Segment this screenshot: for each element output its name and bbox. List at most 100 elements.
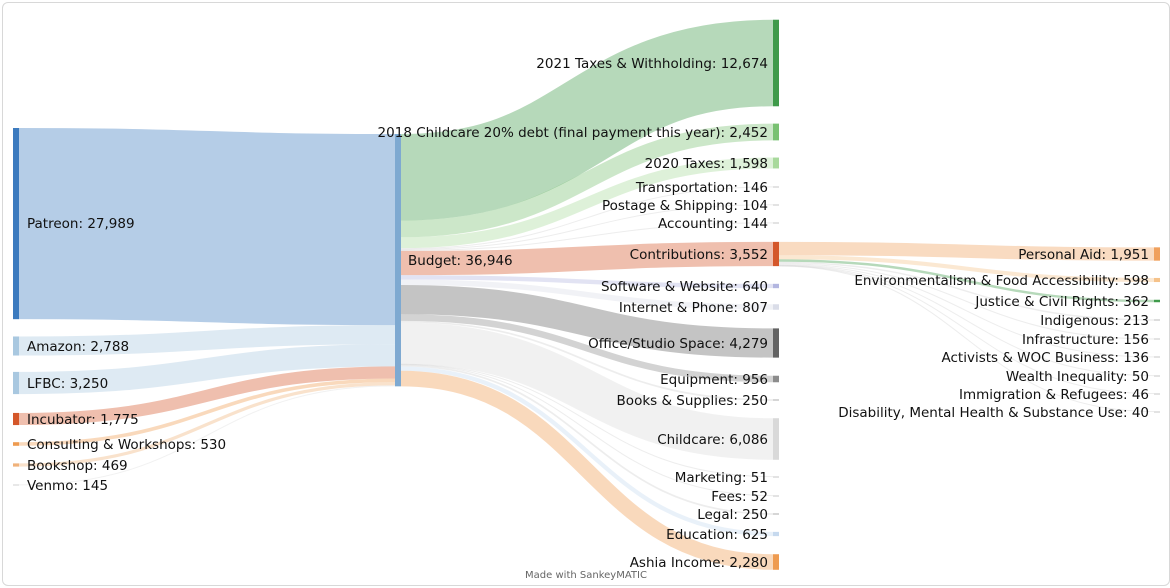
node-software <box>773 283 779 289</box>
node-infrastructure <box>1154 338 1160 340</box>
link-budget-education <box>400 366 774 537</box>
label-bookshop: Bookshop: 469 <box>27 458 128 474</box>
label-amazon: Amazon: 2,788 <box>27 339 129 355</box>
label-legal: Legal: 250 <box>697 507 768 523</box>
node-taxes2021 <box>773 19 779 107</box>
label-childcare2018: 2018 Childcare 20% debt (final payment t… <box>378 125 768 141</box>
node-marketing <box>773 476 779 478</box>
node-justice <box>1154 299 1160 303</box>
link-budget-internet <box>400 279 774 310</box>
link-budget-equipment <box>400 314 774 383</box>
node-office <box>773 328 779 358</box>
node-taxes2020 <box>773 157 779 169</box>
label-postage: Postage & Shipping: 104 <box>602 198 768 214</box>
link-patreon-budget <box>18 127 396 326</box>
link-budget-ashia <box>400 370 774 570</box>
label-budget: Budget: 36,946 <box>408 253 513 269</box>
label-incubator: Incubator: 1,775 <box>27 412 139 428</box>
link-consulting-budget <box>18 378 396 446</box>
link-lfbc-budget <box>18 344 396 395</box>
label-equipment: Equipment: 956 <box>660 372 768 388</box>
label-accounting: Accounting: 144 <box>658 216 768 232</box>
label-taxes2020: 2020 Taxes: 1,598 <box>645 156 768 172</box>
link-budget-marketing <box>400 363 774 478</box>
link-budget-software <box>400 275 774 289</box>
node-venmo <box>13 484 19 486</box>
node-internet <box>773 304 779 310</box>
link-budget-books <box>400 320 774 401</box>
link-budget-transport <box>400 186 774 250</box>
label-personal: Personal Aid: 1,951 <box>1018 247 1149 263</box>
link-budget-contributions <box>400 241 774 276</box>
link-budget-taxes2021 <box>400 19 774 221</box>
link-venmo-budget <box>18 385 396 486</box>
label-software: Software & Website: 640 <box>601 279 768 295</box>
link-bookshop-budget <box>18 382 396 467</box>
node-fees <box>773 495 779 497</box>
node-bookshop <box>13 463 19 467</box>
label-disability: Disability, Mental Health & Substance Us… <box>838 405 1149 421</box>
label-lfbc: LFBC: 3,250 <box>27 376 108 392</box>
sankey-diagram: Patreon: 27,989 Amazon: 2,788 LFBC: 3,250 I… <box>13 19 1160 571</box>
node-childcare2018 <box>773 123 779 141</box>
link-budget-fees <box>400 364 774 497</box>
node-consulting <box>13 442 19 446</box>
label-justice: Justice & Civil Rights: 362 <box>974 294 1149 310</box>
node-books <box>773 399 779 401</box>
label-patreon: Patreon: 27,989 <box>27 216 135 232</box>
link-contributions-activists <box>778 264 1155 358</box>
node-personal <box>1154 247 1160 261</box>
node-equipment <box>773 375 779 383</box>
node-amazon <box>13 336 19 356</box>
node-childcare <box>773 418 779 460</box>
link-budget-childcare2018 <box>400 123 774 238</box>
link-budget-childcare <box>400 322 774 460</box>
node-disability <box>1154 411 1160 413</box>
label-transport: Transportation: 146 <box>635 180 768 196</box>
node-lfbc <box>13 371 19 395</box>
label-books: Books & Supplies: 250 <box>617 393 768 409</box>
node-patreon <box>13 128 19 320</box>
link-budget-postage <box>400 204 774 251</box>
link-contributions-infrastructure <box>778 263 1155 340</box>
node-activists <box>1154 356 1160 358</box>
label-internet: Internet & Phone: 807 <box>619 300 768 316</box>
link-budget-legal <box>400 364 774 515</box>
node-transport <box>773 186 779 188</box>
node-contributions <box>773 241 779 267</box>
label-consulting: Consulting & Workshops: 530 <box>27 437 226 453</box>
label-immigration: Immigration & Refugees: 46 <box>959 387 1149 403</box>
node-immigration <box>1154 393 1160 395</box>
node-ashia <box>773 554 779 570</box>
label-infrastructure: Infrastructure: 156 <box>1022 332 1149 348</box>
label-activists: Activists & WOC Business: 136 <box>941 350 1149 366</box>
node-environment <box>1154 277 1160 283</box>
node-budget <box>395 134 401 387</box>
link-budget-accounting <box>400 222 774 251</box>
label-education: Education: 625 <box>666 527 768 543</box>
link-contributions-indigenous <box>778 261 1155 321</box>
label-environment: Environmentalism & Food Accessibility: 5… <box>854 273 1149 289</box>
node-accounting <box>773 222 779 224</box>
link-contributions-immigration <box>778 265 1155 395</box>
label-ashia: Ashia Income: 2,280 <box>630 555 768 571</box>
label-wealth: Wealth Inequality: 50 <box>1006 369 1149 385</box>
credit-text: Made with SankeyMATIC <box>525 570 647 581</box>
link-contributions-justice <box>778 259 1155 303</box>
node-incubator <box>13 412 19 426</box>
link-contributions-personal <box>778 241 1155 261</box>
link-incubator-budget <box>18 366 396 426</box>
link-contributions-environment <box>778 255 1155 283</box>
node-legal <box>773 513 779 515</box>
label-contributions: Contributions: 3,552 <box>630 247 768 263</box>
links <box>18 19 1155 570</box>
label-fees: Fees: 52 <box>711 489 768 505</box>
node-indigenous <box>1154 319 1160 321</box>
link-contributions-disability <box>778 265 1155 413</box>
link-budget-office <box>400 285 774 358</box>
node-education <box>773 531 779 537</box>
node-wealth <box>1154 375 1160 377</box>
label-taxes2021: 2021 Taxes & Withholding: 12,674 <box>536 56 768 72</box>
link-contributions-wealth <box>778 264 1155 377</box>
